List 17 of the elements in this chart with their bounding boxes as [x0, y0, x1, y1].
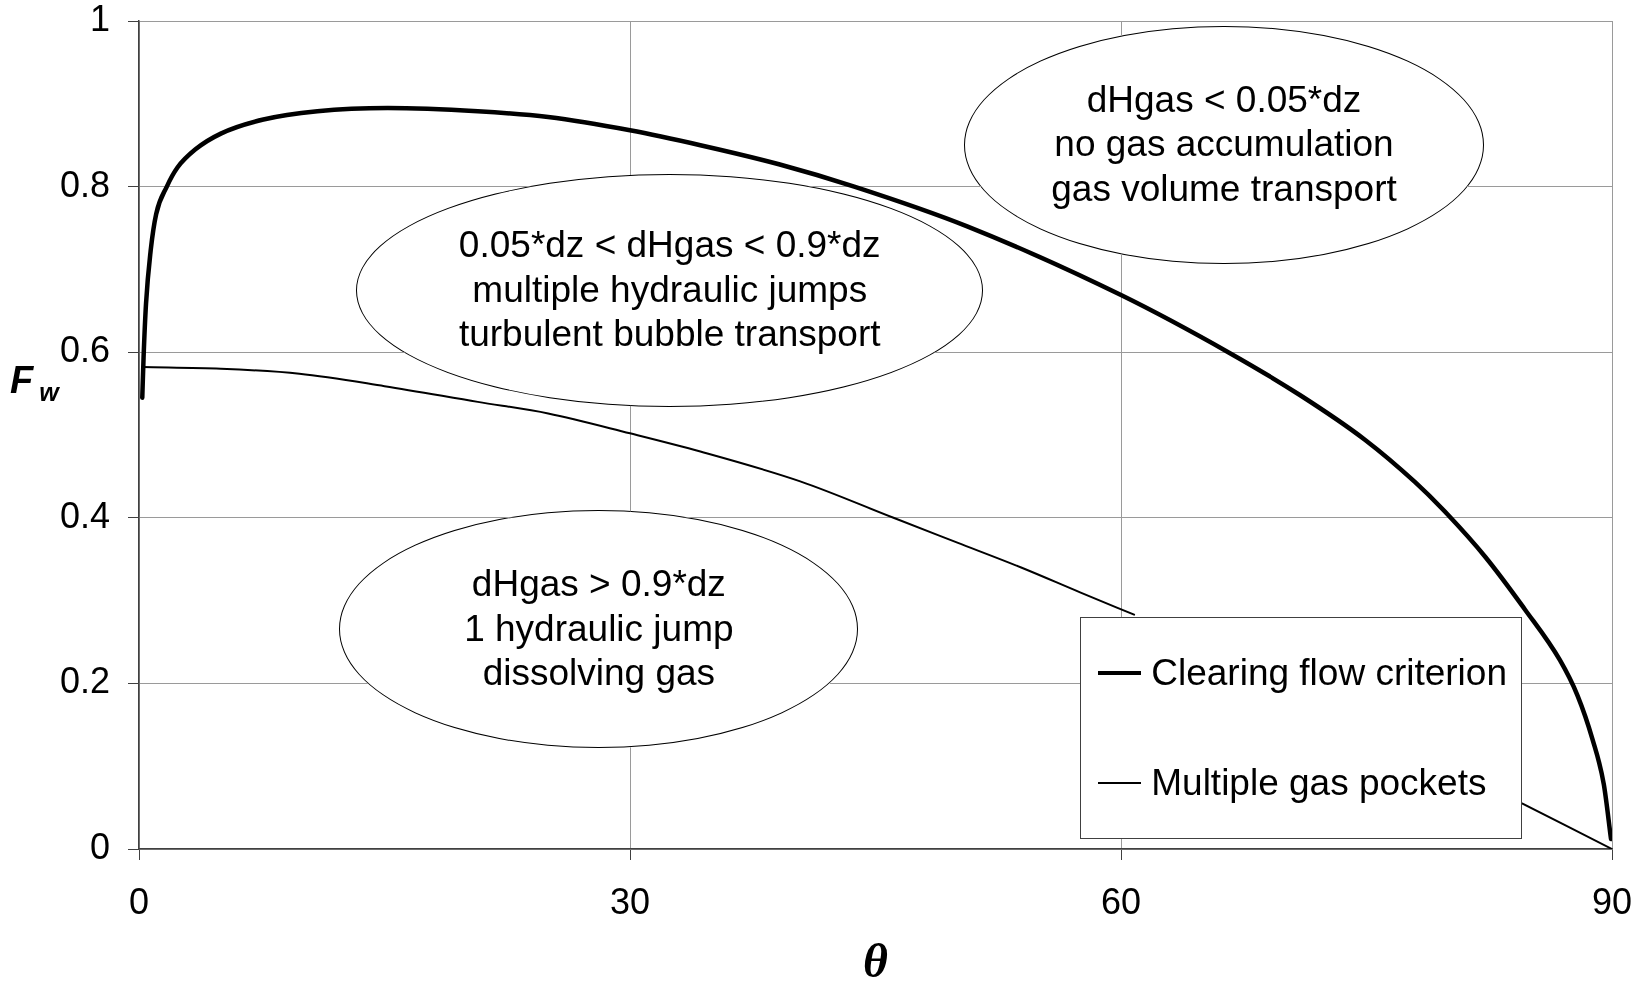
- legend-label: Clearing flow criterion: [1151, 651, 1507, 695]
- legend-label: Multiple gas pockets: [1151, 761, 1487, 805]
- y-tick-label: 0: [89, 825, 110, 867]
- annotation: dHgas < 0.05*dz no gas accumulation gas volume transport: [1051, 77, 1397, 211]
- y-tick-label: 0.8: [59, 163, 110, 205]
- y-tick-label: 1: [89, 0, 110, 39]
- x-tick-label: 60: [1100, 880, 1142, 922]
- x-tick-label: 90: [1591, 880, 1633, 922]
- y-tick-label: 0.2: [59, 660, 110, 702]
- x-tick-label: 30: [609, 880, 651, 922]
- x-tick-label: 0: [128, 880, 150, 922]
- annotation: dHgas > 0.9*dz 1 hydraulic jump dissolving gas: [464, 562, 734, 696]
- y-axis-title: F$_{w}$: [10, 358, 59, 408]
- y-tick-label: 0.6: [59, 329, 110, 371]
- x-axis-title: θ: [863, 932, 888, 982]
- annotation: 0.05*dz < dHgas < 0.9*dz multiple hydraulic jumps turbulent bubble transport: [458, 223, 881, 357]
- y-tick-label: 0.4: [59, 494, 110, 536]
